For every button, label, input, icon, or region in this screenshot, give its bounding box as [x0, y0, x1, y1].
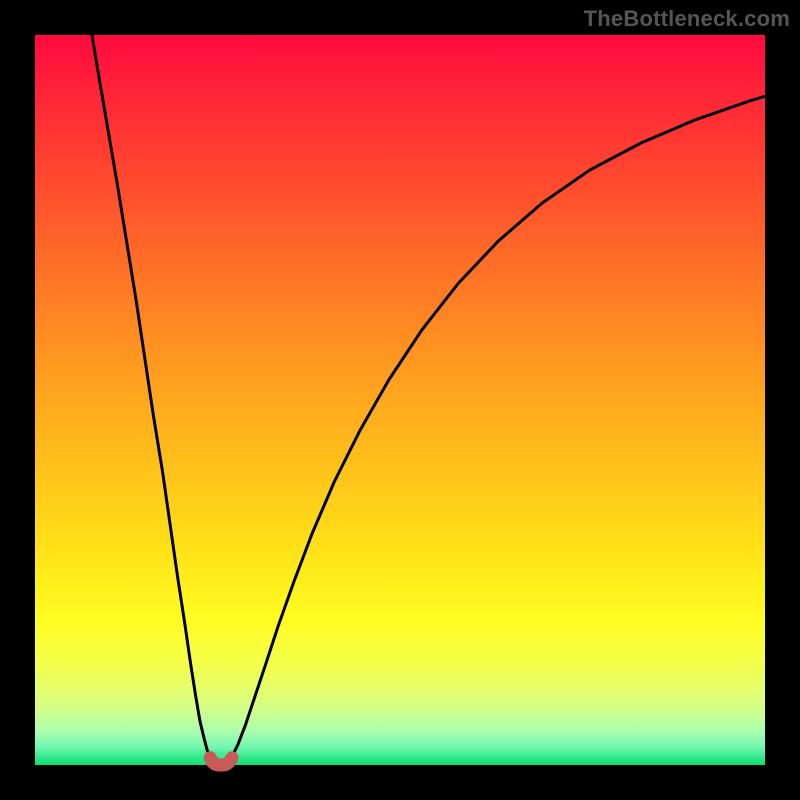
- chart-background: [35, 35, 765, 765]
- curve-valley-highlight: [210, 758, 232, 765]
- bottleneck-chart: [0, 0, 800, 800]
- watermark-text: TheBottleneck.com: [584, 6, 790, 32]
